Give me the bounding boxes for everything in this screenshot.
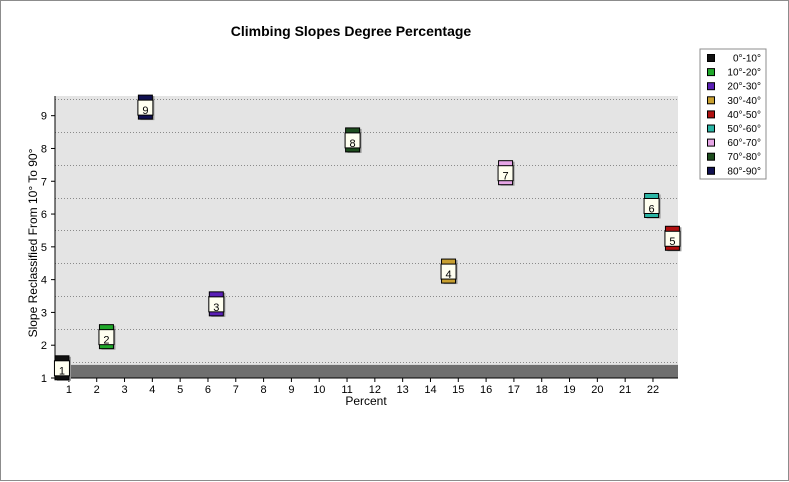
data-label-box bbox=[208, 296, 225, 313]
data-label-box bbox=[98, 329, 115, 346]
legend-swatch bbox=[707, 152, 715, 161]
data-label-box bbox=[664, 230, 681, 247]
plot-bottom-band bbox=[55, 364, 678, 378]
data-label: 8 bbox=[350, 138, 356, 150]
legend-label: 0°-10° bbox=[733, 54, 761, 65]
data-label-box bbox=[137, 99, 154, 116]
x-tick-label: 11 bbox=[341, 384, 352, 396]
y-tick-label: 2 bbox=[41, 340, 47, 352]
legend-entry: 30°-40° bbox=[707, 96, 761, 107]
legend-label: 20°-30° bbox=[727, 82, 761, 93]
legend-swatch bbox=[707, 96, 715, 105]
y-tick-label: 7 bbox=[41, 176, 47, 188]
legend-entry: 40°-50° bbox=[707, 110, 761, 121]
legend-entry: 0°-10° bbox=[707, 54, 761, 65]
data-label: 4 bbox=[445, 269, 451, 281]
legend-label: 10°-20° bbox=[727, 68, 761, 79]
legend-label: 60°-70° bbox=[727, 138, 761, 149]
data-label: 1 bbox=[59, 366, 65, 378]
x-tick-label: 3 bbox=[121, 384, 127, 396]
y-tick-label: 9 bbox=[41, 111, 47, 123]
x-axis-ticks: 1 2 3 4 5 6 7 8 9 10 11 12 13 14 15 16 17 18 19 20 21 22 bbox=[66, 378, 659, 396]
data-label-box bbox=[643, 197, 660, 214]
y-tick-label: 3 bbox=[41, 307, 47, 319]
data-label: 7 bbox=[503, 171, 509, 183]
legend-entry: 60°-70° bbox=[707, 138, 761, 149]
legend-swatch bbox=[707, 124, 715, 133]
data-point: 9 bbox=[137, 94, 155, 121]
legend-swatch bbox=[707, 68, 715, 77]
legend-entry: 20°-30° bbox=[707, 82, 761, 93]
legend-label: 70°-80° bbox=[727, 152, 761, 163]
legend-swatch bbox=[707, 54, 715, 62]
x-tick-label: 15 bbox=[452, 384, 464, 396]
y-tick-label: 5 bbox=[41, 242, 47, 254]
x-tick-label: 9 bbox=[288, 384, 294, 396]
data-point: 6 bbox=[643, 192, 661, 219]
data-point: 8 bbox=[344, 127, 362, 153]
chart-title: Climbing Slopes Degree Percentage bbox=[231, 23, 472, 39]
legend-swatch bbox=[707, 82, 715, 91]
legend: 0°-10° 10°-20° 20°-30° 30°-40° 40°-50° 50°-60… bbox=[699, 48, 767, 180]
y-tick-label: 8 bbox=[41, 143, 47, 155]
data-point: 2 bbox=[98, 324, 116, 350]
y-tick-label: 6 bbox=[41, 209, 47, 221]
x-tick-label: 22 bbox=[647, 384, 659, 396]
legend-entry: 70°-80° bbox=[707, 152, 761, 163]
x-tick-label: 4 bbox=[149, 384, 155, 396]
data-label-box bbox=[497, 165, 514, 182]
x-tick-label: 20 bbox=[591, 384, 603, 396]
legend-swatch bbox=[707, 110, 715, 119]
data-points: 1 2 3 4 5 6 7 8 9 bbox=[53, 94, 682, 381]
x-tick-label: 13 bbox=[397, 384, 409, 396]
plot-area bbox=[55, 96, 678, 378]
data-label: 9 bbox=[142, 105, 148, 117]
data-label: 2 bbox=[103, 335, 109, 347]
x-tick-label: 8 bbox=[261, 384, 267, 396]
legend-entry: 80°-90° bbox=[707, 166, 761, 177]
y-tick-label: 4 bbox=[41, 275, 47, 287]
legend-label: 80°-90° bbox=[727, 166, 761, 177]
data-label-box bbox=[440, 263, 457, 280]
data-point: 3 bbox=[208, 291, 226, 317]
x-axis-label: Percent bbox=[345, 394, 387, 408]
x-tick-label: 17 bbox=[508, 384, 520, 396]
data-label: 5 bbox=[669, 236, 675, 248]
data-label-box bbox=[344, 132, 361, 149]
data-label: 6 bbox=[649, 203, 655, 215]
x-tick-label: 6 bbox=[205, 384, 211, 396]
x-tick-label: 7 bbox=[233, 384, 239, 396]
data-point: 5 bbox=[664, 225, 682, 252]
x-tick-label: 14 bbox=[424, 384, 436, 396]
legend-swatch bbox=[707, 166, 715, 175]
legend-entry: 10°-20° bbox=[707, 68, 761, 79]
legend-label: 40°-50° bbox=[727, 110, 761, 121]
legend-entries: 0°-10° 10°-20° 20°-30° 30°-40° 40°-50° 50°-60… bbox=[707, 54, 761, 177]
x-tick-label: 21 bbox=[619, 384, 631, 396]
x-tick-label: 18 bbox=[536, 384, 548, 396]
legend-label: 50°-60° bbox=[727, 124, 761, 135]
x-tick-label: 12 bbox=[369, 384, 381, 396]
x-tick-label: 10 bbox=[313, 384, 325, 396]
x-tick-label: 5 bbox=[177, 384, 183, 396]
y-tick-label: 1 bbox=[41, 373, 47, 385]
data-point: 4 bbox=[440, 258, 458, 285]
data-label: 3 bbox=[213, 302, 219, 314]
legend-label: 30°-40° bbox=[727, 96, 761, 107]
x-tick-label: 2 bbox=[94, 384, 100, 396]
y-axis-label: Slope Reclassified From 10° To 90° bbox=[26, 148, 40, 337]
data-point: 1 bbox=[53, 355, 71, 381]
legend-entry: 50°-60° bbox=[707, 124, 761, 135]
x-tick-label: 1 bbox=[66, 384, 72, 396]
legend-swatch bbox=[707, 138, 715, 147]
x-tick-label: 19 bbox=[563, 384, 575, 396]
grid-lines bbox=[55, 99, 678, 363]
data-point: 7 bbox=[497, 160, 515, 186]
y-axis-ticks: 1 2 3 4 5 6 7 8 9 bbox=[41, 111, 55, 385]
data-label-box bbox=[53, 360, 70, 377]
x-tick-label: 16 bbox=[480, 384, 492, 396]
